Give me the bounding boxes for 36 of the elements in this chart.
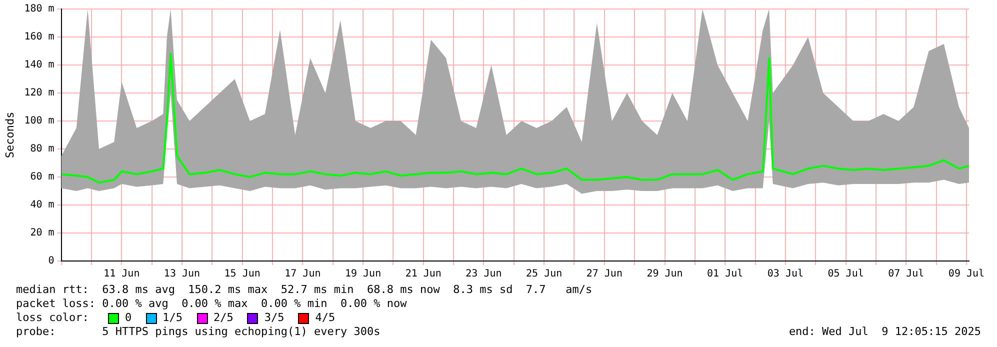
text: 4/5 (315, 311, 336, 325)
x-tick-label: 05 Jul (828, 268, 864, 280)
text: packet loss: 0.00 % avg 0.00 % max 0.00 % min 0.00 % now (16, 297, 408, 311)
y-tick-label: 80 m (30, 144, 54, 155)
text: 1/5 (162, 311, 182, 325)
y-tick-label: 20 m (30, 228, 54, 239)
y-tick-label: 40 m (30, 200, 54, 211)
y-tick-label: 160 m (24, 32, 54, 43)
text: 3/5 (264, 311, 284, 325)
x-tick-label: 27 Jun (586, 268, 622, 280)
y-tick-label: 0 (48, 256, 54, 267)
text: loss color: (16, 311, 90, 325)
text: probe: 5 HTTPS pings using echoping(1) every 300s (16, 325, 380, 339)
text: median rtt: 63.8 ms avg 150.2 ms max 52.7 ms min 68.8 ms now 8.3 ms sd 7.7 am/s (16, 283, 594, 297)
y-tick-label: 120 m (24, 88, 54, 99)
x-tick-label: 17 Jun (284, 268, 321, 280)
x-tick-label: 03 Jul (767, 268, 804, 280)
y-tick-label: 60 m (30, 172, 54, 183)
x-tick-label: 11 Jun (104, 268, 140, 280)
x-tick-label: 01 Jul (707, 268, 744, 280)
text: 2/5 (214, 311, 234, 325)
x-tick-label: 15 Jun (224, 268, 260, 280)
y-tick-label: 140 m (24, 60, 54, 71)
text: end: Wed Jul 9 12:05:15 2025 (788, 325, 981, 339)
y-tick-label: 180 m (24, 4, 54, 15)
x-tick-label: 09 Jul (948, 268, 985, 280)
x-tick-label: 07 Jul (888, 268, 924, 280)
y-axis-title: Seconds (3, 112, 16, 158)
x-tick-label: 23 Jun (466, 268, 502, 280)
x-tick-label: 19 Jun (344, 268, 382, 280)
x-tick-label: 13 Jun (164, 268, 200, 280)
x-tick-label: 21 Jun (405, 268, 442, 280)
y-tick-label: 100 m (24, 116, 54, 127)
x-tick-label: 29 Jun (646, 268, 683, 280)
text: 0 (125, 311, 132, 325)
x-tick-label: 25 Jun (526, 268, 562, 280)
